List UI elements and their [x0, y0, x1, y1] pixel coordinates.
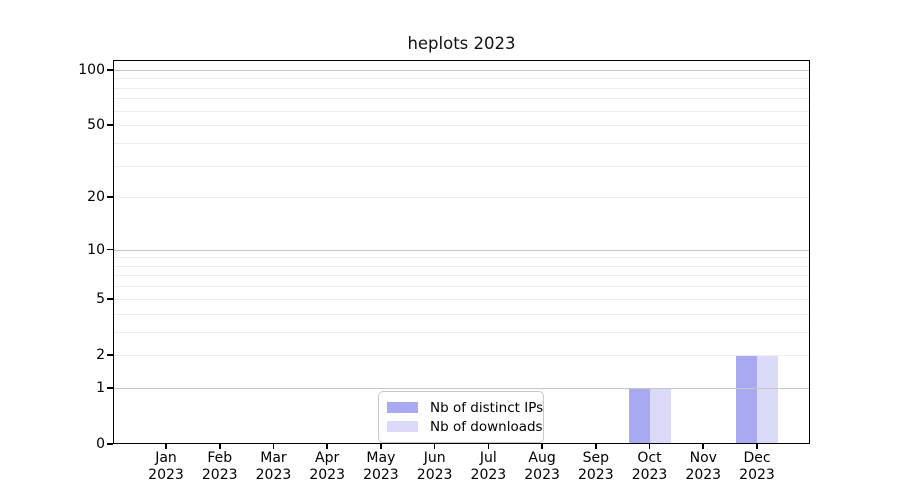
legend-swatch-downloads-icon	[387, 421, 418, 432]
gridline-minor	[113, 110, 810, 112]
gridline-minor	[113, 313, 810, 315]
x-tick	[595, 444, 597, 449]
x-tick-label: Jun 2023	[416, 450, 453, 483]
x-tick	[326, 444, 328, 449]
y-tick	[107, 354, 113, 356]
x-tick	[756, 444, 758, 449]
legend-label: Nb of downloads	[430, 418, 543, 435]
gridline-minor	[113, 298, 810, 300]
gridline-minor	[113, 142, 810, 144]
gridline-minor	[113, 98, 810, 100]
gridline-minor	[113, 165, 810, 167]
x-tick-label: Apr 2023	[309, 450, 345, 483]
y-tick-label: 2	[96, 346, 105, 363]
y-tick-label: 10	[87, 241, 105, 258]
gridline-minor	[113, 87, 810, 89]
gridline-major	[113, 249, 810, 251]
x-tick-label: Feb 2023	[201, 450, 238, 483]
x-tick-label: Jul 2023	[470, 450, 507, 483]
y-tick-label: 0	[96, 436, 105, 452]
gridline-minor	[113, 125, 810, 127]
bar-downloads	[757, 354, 778, 444]
gridline-minor	[113, 78, 810, 80]
gridline-minor	[113, 257, 810, 259]
gridline-minor	[113, 286, 810, 288]
y-tick-label: 1	[96, 379, 105, 396]
gridline-major	[113, 387, 810, 389]
x-tick-label: Oct 2023	[631, 450, 668, 483]
y-tick	[107, 69, 113, 71]
x-tick-label: Dec 2023	[739, 450, 775, 483]
chart-title: heplots 2023	[407, 34, 516, 53]
x-tick-label: Nov 2023	[685, 450, 722, 483]
x-tick	[648, 444, 651, 449]
y-tick	[107, 124, 113, 126]
y-tick	[107, 387, 113, 389]
bar-downloads	[649, 387, 671, 444]
gridline-minor	[113, 265, 810, 267]
x-tick	[487, 444, 490, 449]
y-tick	[107, 248, 113, 251]
x-tick	[541, 444, 543, 449]
legend-swatch-distinct-ips-icon	[387, 402, 418, 413]
y-tick-label: 50	[87, 117, 105, 134]
gridline-minor	[113, 354, 810, 356]
x-tick	[702, 444, 705, 449]
bar-distinct-ips	[736, 354, 757, 444]
y-tick-label: 5	[96, 290, 105, 307]
x-tick-label: Sep 2023	[577, 450, 614, 483]
x-tick-label: Aug 2023	[524, 450, 560, 483]
x-tick	[380, 444, 382, 449]
legend-entry-distinct-ips: Nb of distinct IPs	[387, 398, 543, 417]
x-tick-label: May 2023	[363, 450, 399, 483]
y-tick-label: 100	[78, 61, 105, 78]
gridline-minor	[113, 197, 810, 199]
legend: Nb of distinct IPs Nb of downloads	[378, 391, 544, 443]
plot-frame	[113, 60, 810, 444]
y-tick	[107, 196, 113, 198]
bar-distinct-ips	[628, 387, 650, 444]
x-tick	[272, 444, 275, 449]
x-tick-label: Mar 2023	[255, 450, 292, 483]
plot-area	[113, 60, 810, 444]
gridline-major	[113, 69, 810, 71]
y-tick	[107, 443, 113, 445]
gridline-minor	[113, 331, 810, 333]
x-tick-label: Jan 2023	[148, 450, 184, 483]
legend-entry-downloads: Nb of downloads	[387, 417, 543, 436]
x-tick	[165, 444, 167, 449]
x-tick	[433, 444, 436, 449]
y-tick-label: 20	[87, 189, 105, 206]
gridline-minor	[113, 275, 810, 277]
x-tick	[218, 444, 221, 449]
legend-label: Nb of distinct IPs	[430, 399, 544, 416]
y-tick	[107, 297, 113, 300]
